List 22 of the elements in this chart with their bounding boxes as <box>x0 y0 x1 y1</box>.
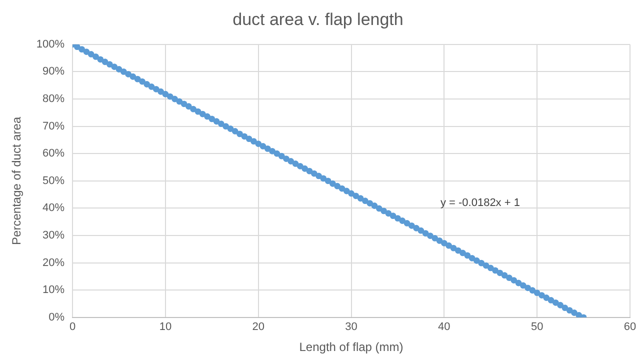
y-tick-label: 40% <box>42 202 65 214</box>
y-tick-label: 100% <box>36 38 65 50</box>
annotation: y = -0.0182x + 1 <box>440 196 520 209</box>
y-tick-label: 30% <box>42 230 65 242</box>
x-tick-label: 30 <box>345 321 358 334</box>
y-tick-label: 80% <box>42 93 65 106</box>
y-tick-label: 60% <box>42 148 65 160</box>
x-tick-label: 0 <box>69 321 76 334</box>
y-tick-label: 70% <box>42 120 65 132</box>
x-tick-label: 40 <box>438 321 450 334</box>
y-tick-label: 20% <box>42 256 65 269</box>
y-tick-label: 0% <box>48 311 65 324</box>
y-tick-label: 50% <box>42 174 65 187</box>
y-axis-title: Percentage of duct area <box>10 116 24 245</box>
y-tick-label: 10% <box>42 284 65 296</box>
chart-title: duct area v. flap length <box>232 10 404 29</box>
x-tick-label: 20 <box>252 321 264 334</box>
x-axis-title: Length of flap (mm) <box>299 340 404 354</box>
x-tick-label: 50 <box>530 321 544 334</box>
y-tick-label: 90% <box>42 66 65 78</box>
x-tick-label: 10 <box>159 321 172 334</box>
x-tick-label: 60 <box>624 321 636 334</box>
